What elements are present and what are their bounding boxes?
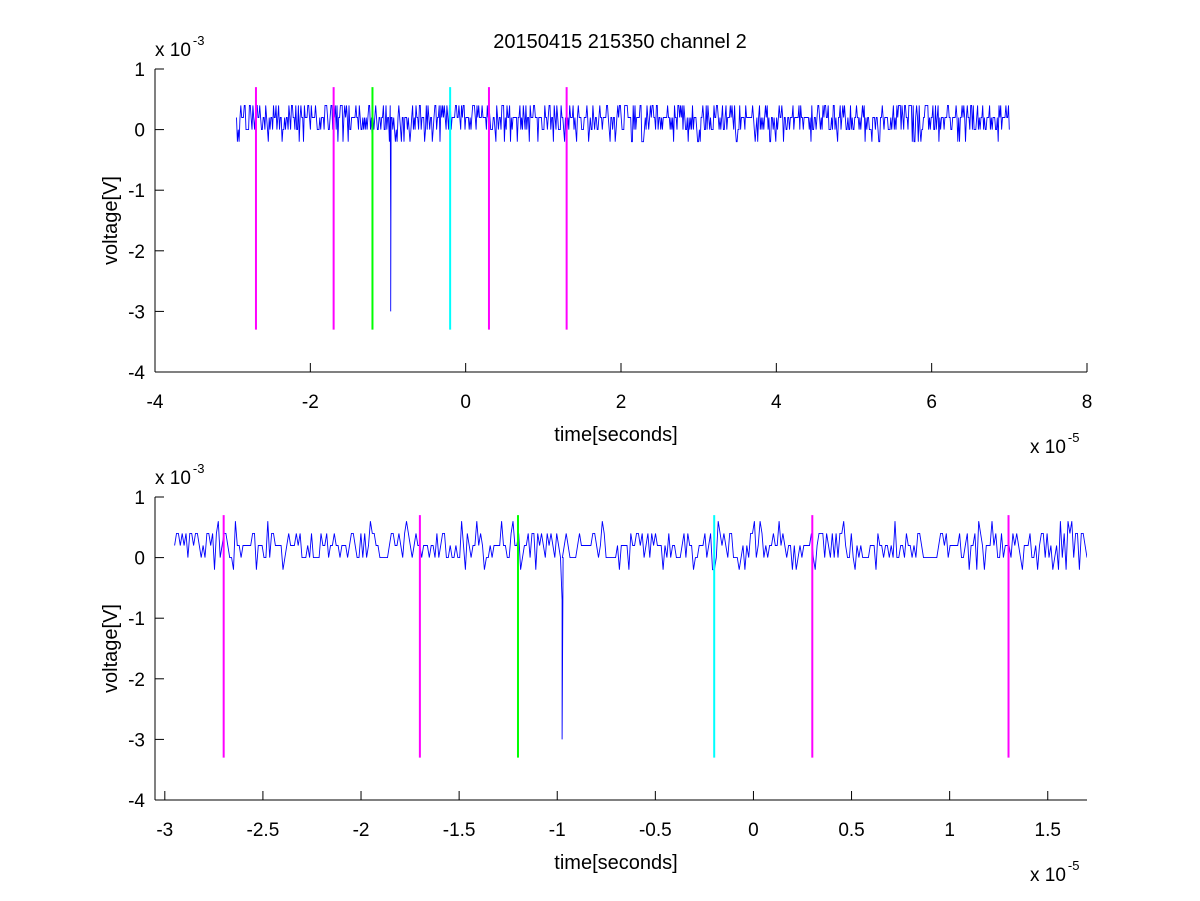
x-tick-label: -2.5 (247, 820, 280, 841)
x-axis-label: time[seconds] (554, 424, 677, 446)
y-tick-label: -3 (128, 730, 145, 751)
y-axis-label: voltage[V] (100, 604, 122, 693)
signal-trace (174, 521, 1087, 740)
x-exponent-value: -5 (1068, 430, 1080, 445)
y-exponent-base: x 10 (155, 468, 191, 489)
bottom-axes: 1 0 -1 -2 -3 -4 -3 -2.5 -2 -1.5 -1 -0.5 0 0.5 1 1.5 time… (100, 461, 1087, 886)
x-tick-label: -2 (353, 820, 370, 841)
x-tick-label: -2 (302, 392, 319, 413)
top-axes: 1 0 -1 -2 -3 -4-4 -2 0 2 4 6 8 time[seconds] voltage[… (100, 33, 1092, 458)
x-tick-label: -1 (549, 820, 566, 841)
x-tick-label: 1 (944, 820, 955, 841)
x-axis-label: time[seconds] (554, 852, 677, 874)
y-tick-label: -1 (128, 181, 145, 202)
x-exponent-label: x 10 -5 (1030, 430, 1079, 458)
x-exponent-base: x 10 (1030, 437, 1066, 458)
y-tick-label: 1 (134, 60, 145, 81)
x-tick-label: 0 (460, 392, 471, 413)
y-exponent-label: x 10 -3 (155, 33, 204, 61)
y-tick-label: 1 (134, 488, 145, 509)
y-tick-label: 0 (134, 549, 145, 570)
y-tick-label: -1 (128, 609, 145, 630)
x-tick-label: -4 (147, 392, 164, 413)
y-tick-label: -2 (128, 670, 145, 691)
y-tick-label: -4 (128, 791, 145, 812)
y-exponent-value: -3 (193, 33, 205, 48)
x-tick-label: 8 (1082, 392, 1093, 413)
x-tick-label: -1.5 (443, 820, 476, 841)
x-tick-label: 0 (748, 820, 759, 841)
x-exponent-label: x 10 -5 (1030, 858, 1079, 886)
x-tick-label: 6 (926, 392, 937, 413)
x-tick-label: 2 (616, 392, 627, 413)
y-tick-label: -3 (128, 302, 145, 323)
x-tick-label: -3 (156, 820, 173, 841)
x-tick-label: 0.5 (838, 820, 864, 841)
x-tick-label: 4 (771, 392, 782, 413)
y-tick-label: -4 (128, 363, 145, 384)
y-exponent-label: x 10 -3 (155, 461, 204, 489)
y-axis-label: voltage[V] (100, 176, 122, 265)
x-tick-label: -0.5 (639, 820, 672, 841)
y-tick-label: -2 (128, 242, 145, 263)
y-exponent-value: -3 (193, 461, 205, 476)
x-exponent-base: x 10 (1030, 865, 1066, 886)
y-exponent-base: x 10 (155, 40, 191, 61)
y-tick-label: 0 (134, 121, 145, 142)
x-tick-label: 1.5 (1035, 820, 1061, 841)
signal-trace (236, 104, 1010, 312)
x-exponent-value: -5 (1068, 858, 1080, 873)
figure-title: 20150415 215350 channel 2 (493, 31, 747, 53)
